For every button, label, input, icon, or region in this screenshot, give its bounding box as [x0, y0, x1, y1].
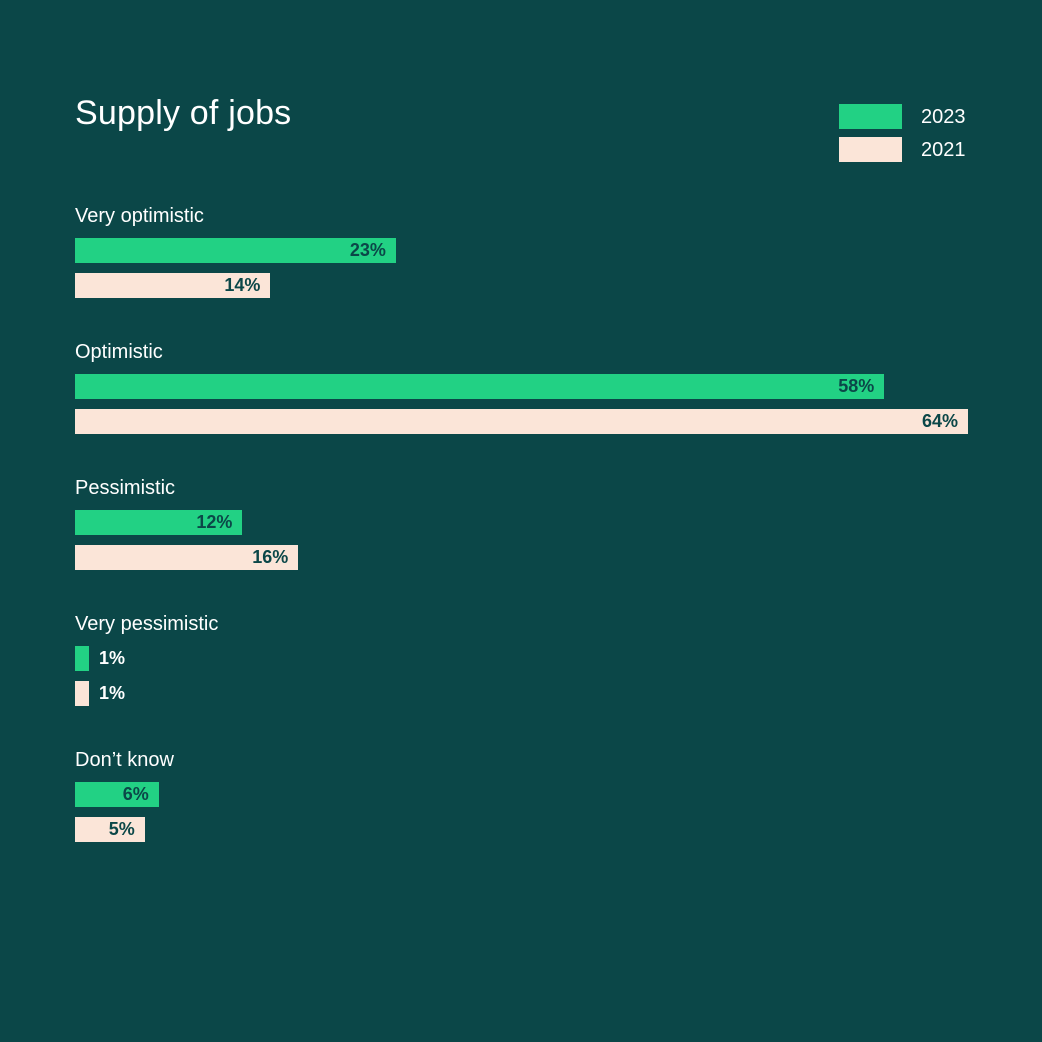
bar-pessimistic-2023: [75, 510, 243, 535]
bar-value-don-t-know-2023: 6%: [122, 784, 149, 804]
chart-title: Supply of jobs: [75, 94, 292, 132]
legend-label-2023: 2023: [921, 106, 966, 128]
legend-swatch-2021: [839, 137, 902, 162]
bar-value-don-t-know-2021: 5%: [108, 819, 135, 839]
category-label-optimistic: Optimistic: [75, 341, 163, 363]
bar-don-t-know-2023: [75, 782, 159, 807]
legend-swatch-2023: [839, 104, 902, 129]
category-label-pessimistic: Pessimistic: [75, 477, 176, 499]
bar-very-pessimistic-2021: [75, 681, 89, 706]
bar-very-pessimistic-2023: [75, 646, 89, 671]
bar-value-very-pessimistic-2023: 1%: [98, 648, 125, 668]
bar-very-optimistic-2023: [75, 238, 396, 263]
category-label-very-optimistic: Very optimistic: [75, 205, 204, 227]
bar-value-very-optimistic-2023: 23%: [349, 240, 386, 260]
bar-don-t-know-2021: [75, 817, 145, 842]
legend-label-2021: 2021: [921, 139, 966, 161]
bar-optimistic-2021: [75, 409, 968, 434]
bar-value-optimistic-2021: 64%: [921, 411, 958, 431]
bar-value-pessimistic-2023: 12%: [196, 512, 233, 532]
category-label-very-pessimistic: Very pessimistic: [75, 613, 219, 635]
bar-value-optimistic-2023: 58%: [838, 376, 875, 396]
bar-value-very-pessimistic-2021: 1%: [98, 683, 125, 703]
bar-pessimistic-2021: [75, 545, 299, 570]
bar-very-optimistic-2021: [75, 273, 271, 298]
bar-value-very-optimistic-2021: 14%: [224, 275, 261, 295]
bar-value-pessimistic-2021: 16%: [252, 547, 289, 567]
bar-optimistic-2023: [75, 374, 885, 399]
category-label-don-t-know: Don’t know: [75, 749, 174, 771]
